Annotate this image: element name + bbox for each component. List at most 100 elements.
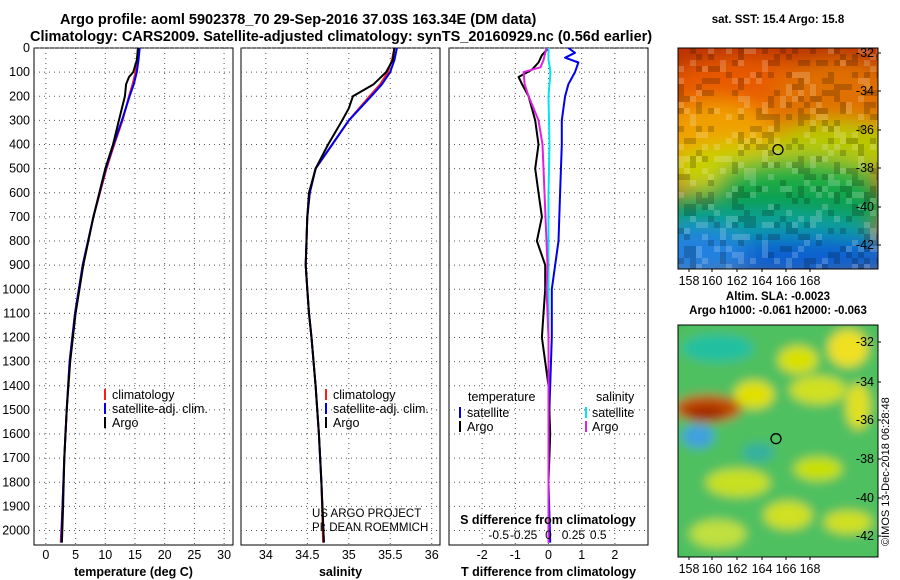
map-pixel: [876, 168, 878, 174]
map-pixel: [768, 96, 774, 102]
map-pixel: [870, 144, 876, 150]
map-pixel: [690, 258, 696, 264]
map-pixel: [708, 48, 714, 54]
map-pixel: [756, 186, 762, 192]
map-pixel: [768, 252, 774, 258]
map-pixel: [828, 78, 834, 84]
x-tick-label: 0: [545, 548, 552, 562]
map-pixel: [720, 66, 726, 72]
map-pixel: [846, 180, 852, 186]
map-pixel: [738, 216, 744, 222]
map-pixel: [738, 240, 744, 246]
map-pixel: [840, 138, 846, 144]
map-pixel: [738, 144, 744, 150]
map-pixel: [828, 126, 834, 132]
map-field-blobs: [678, 48, 878, 269]
map-pixel: [756, 138, 762, 144]
map-pixel: [702, 168, 708, 174]
map-pixel: [834, 60, 840, 66]
map-pixel: [804, 198, 810, 204]
x-tick-label: 25: [187, 548, 201, 562]
chart-title-line1: Argo profile: aoml 5902378_70 29-Sep-201…: [60, 12, 537, 28]
map-pixel: [678, 96, 684, 102]
map-pixel: [858, 180, 864, 186]
map-pixel: [708, 66, 714, 72]
map-field-patch: [790, 376, 846, 404]
map-pixel: [690, 156, 696, 162]
series-line-t-satellite: [547, 47, 580, 543]
map-pixel: [762, 222, 768, 228]
map-pixel: [858, 204, 864, 210]
map-pixel: [732, 78, 738, 84]
map-y-tick-label: -42: [856, 238, 874, 252]
map-pixel: [702, 204, 708, 210]
map-pixel: [822, 120, 828, 126]
map-pixel: [684, 252, 690, 258]
map-pixel: [696, 132, 702, 138]
map-pixel: [822, 126, 828, 132]
x-tick-label: 0: [42, 548, 49, 562]
map-pixel: [804, 240, 810, 246]
x-axis-label: salinity: [319, 565, 362, 579]
map-pixel: [768, 132, 774, 138]
map-pixel: [726, 264, 732, 269]
map-pixel: [750, 174, 756, 180]
map-pixel: [708, 216, 714, 222]
map-pixel: [858, 192, 864, 198]
map-pixel: [744, 222, 750, 228]
map-pixel: [834, 48, 840, 54]
map-pixel: [774, 138, 780, 144]
map-y-tick-label: -32: [856, 335, 874, 349]
map-pixel: [798, 246, 804, 252]
map-pixel: [852, 180, 858, 186]
map-pixel: [798, 186, 804, 192]
map-pixel: [738, 162, 744, 168]
y-tick-label: 1100: [3, 306, 30, 320]
map-pixel: [828, 228, 834, 234]
map-pixel: [768, 174, 774, 180]
map-pixel: [714, 246, 720, 252]
map-pixel: [696, 84, 702, 90]
map-pixel: [744, 102, 750, 108]
map-pixel: [744, 168, 750, 174]
map-pixel: [702, 78, 708, 84]
map-pixel: [810, 174, 816, 180]
map-pixel: [798, 114, 804, 120]
map-pixel: [864, 192, 870, 198]
map-pixel: [702, 222, 708, 228]
map-pixel: [852, 138, 858, 144]
map-pixel: [774, 150, 780, 156]
map-pixel: [762, 150, 768, 156]
map-pixel: [876, 90, 878, 96]
map-pixel: [834, 162, 840, 168]
y-tick-label: 0: [23, 41, 30, 55]
map-pixel: [840, 228, 846, 234]
map-pixel: [846, 198, 852, 204]
map-pixel: [690, 264, 696, 269]
legend-label: Argo: [467, 420, 493, 434]
map-pixel: [846, 138, 852, 144]
map-pixel: [786, 90, 792, 96]
sla-map-title-line2: Argo h1000: -0.061 h2000: -0.063: [689, 305, 867, 317]
map-pixel: [792, 84, 798, 90]
map-pixel: [804, 102, 810, 108]
map-x-tick-label: 164: [752, 562, 773, 576]
map-pixel: [816, 96, 822, 102]
map-pixel: [696, 222, 702, 228]
map-pixel: [828, 90, 834, 96]
map-pixel: [678, 258, 684, 264]
map-pixel: [846, 216, 852, 222]
map-pixel: [798, 78, 804, 84]
map-pixel: [684, 234, 690, 240]
map-pixel: [774, 90, 780, 96]
map-field-patch: [828, 329, 868, 367]
map-pixel: [714, 108, 720, 114]
map-pixel: [744, 192, 750, 198]
map-pixel: [792, 222, 798, 228]
map-field-patch: [824, 510, 872, 534]
map-pixel: [864, 84, 870, 90]
map-pixel: [720, 258, 726, 264]
map-pixel: [828, 48, 834, 54]
map-pixel: [738, 138, 744, 144]
sla-map: -32 -34 -36 -38 -40 -42 158 160 162 164 166 168: [677, 324, 881, 576]
